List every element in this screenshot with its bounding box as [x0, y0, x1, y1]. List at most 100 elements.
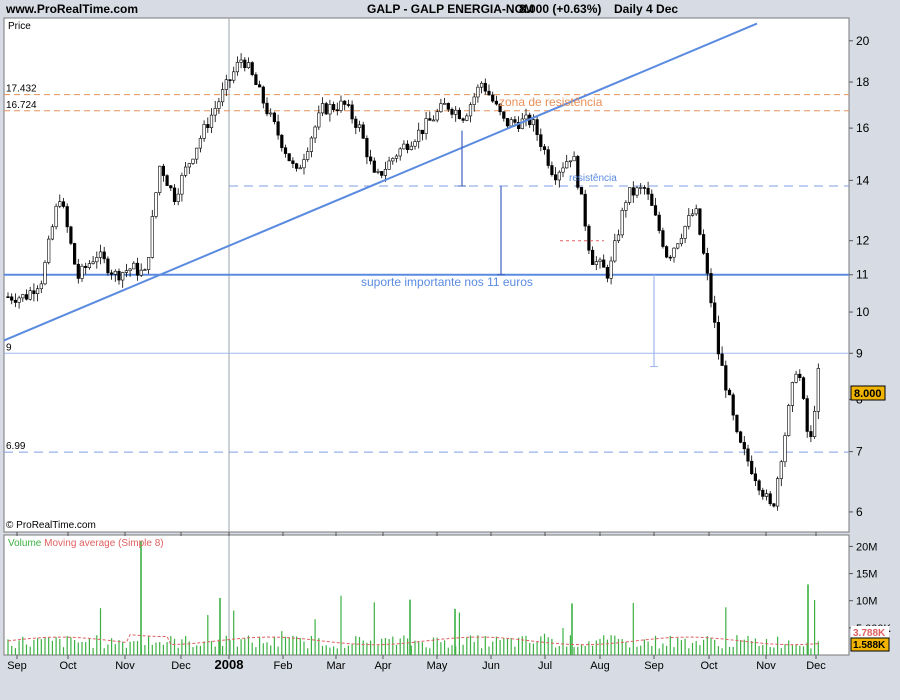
volume-bar [562, 628, 564, 655]
candle-body [21, 294, 25, 299]
candle-body [394, 155, 399, 159]
y-tick-label: 11 [856, 268, 869, 282]
candle-body [239, 59, 243, 63]
candle-body [446, 103, 450, 110]
candle-body [361, 124, 365, 139]
candle-body [465, 115, 469, 121]
candle-body [565, 161, 569, 169]
volume-bar [518, 637, 520, 655]
candle-body [783, 435, 787, 463]
candle-body [713, 302, 717, 323]
volume-bar [125, 647, 127, 655]
candle-body [354, 118, 358, 128]
volume-bar [355, 636, 357, 655]
volume-spike [219, 598, 221, 655]
volume-bar [122, 641, 124, 655]
x-tick-label: Oct [59, 660, 76, 672]
volume-bar [381, 638, 383, 655]
volume-spike [454, 608, 456, 655]
volume-bar [88, 638, 90, 655]
candle-body [694, 208, 698, 215]
candle-body [576, 156, 580, 188]
volume-bar [569, 635, 571, 655]
candle-body [272, 112, 277, 123]
volume-bar [725, 607, 727, 655]
y-tick-label: 7 [856, 445, 863, 459]
y-tick-label: 6 [856, 505, 863, 519]
volume-bar [547, 637, 549, 655]
volume-bar [59, 638, 61, 655]
candle-body [121, 272, 125, 281]
volume-bar [325, 645, 327, 655]
volume-bar [162, 644, 164, 655]
candle-body [61, 201, 66, 207]
copyright: © ProRealTime.com [6, 520, 96, 531]
candle-body [583, 193, 587, 227]
candle-body [620, 210, 624, 236]
candle-body [727, 389, 732, 396]
volume-bar [495, 636, 497, 655]
candle-body [172, 187, 177, 202]
volume-bar [118, 640, 120, 655]
volume-bar [307, 648, 309, 655]
candle-body [579, 187, 584, 195]
candle-body [683, 225, 687, 239]
candle-body [54, 205, 58, 228]
volume-bar [765, 639, 768, 655]
site-url[interactable]: www.ProRealTime.com [6, 2, 139, 16]
volume-bar [336, 648, 338, 655]
candle-body [812, 411, 817, 437]
candle-body [631, 187, 635, 196]
candle-body [550, 165, 554, 176]
candle-body [132, 262, 136, 270]
x-tick-label: Jul [538, 660, 552, 672]
candle-body [809, 431, 813, 437]
volume-bar [425, 647, 427, 655]
volume-bar [592, 645, 594, 655]
candle-body [753, 473, 757, 482]
volume-bar [266, 642, 268, 655]
candle-body [546, 149, 550, 166]
volume-bar [673, 647, 675, 655]
volume-bar [429, 648, 431, 655]
volume-bar [688, 648, 690, 655]
volume-bar [159, 642, 161, 655]
volume-bar [270, 645, 272, 655]
volume-bar [292, 635, 294, 655]
candle-body [479, 82, 484, 88]
candle-body [280, 134, 284, 149]
volume-bar [55, 637, 57, 655]
annotation: resistência [569, 173, 617, 184]
candle-body [383, 168, 388, 176]
candle-body [605, 267, 609, 279]
candle-body [24, 294, 29, 300]
candle-body [709, 273, 713, 304]
volume-bar [543, 633, 546, 655]
candle-body [657, 214, 661, 231]
volume-bar [22, 636, 24, 655]
candle-body [191, 158, 195, 164]
candle-body [302, 159, 306, 169]
volume-bar [558, 646, 560, 655]
candle-body [306, 151, 310, 160]
y-tick-label: 12 [856, 234, 870, 248]
volume-bar [506, 638, 509, 655]
volume-bar [643, 639, 645, 655]
volume-bar [358, 637, 361, 655]
x-tick-label: Apr [374, 660, 391, 672]
volume-bar [155, 642, 157, 655]
volume-bar [277, 646, 279, 655]
candle-body [58, 201, 62, 207]
level-label: 6.99 [6, 441, 26, 452]
candle-body [50, 226, 54, 240]
candle-body [69, 226, 73, 244]
candle-body [413, 141, 417, 147]
volume-bar [654, 635, 657, 655]
candle-body [775, 478, 780, 507]
candle-body [428, 118, 432, 121]
candle-body [139, 269, 143, 276]
volume-bar [799, 645, 801, 655]
volume-bar [492, 641, 494, 655]
vol-tick-label: 20M [856, 541, 877, 553]
